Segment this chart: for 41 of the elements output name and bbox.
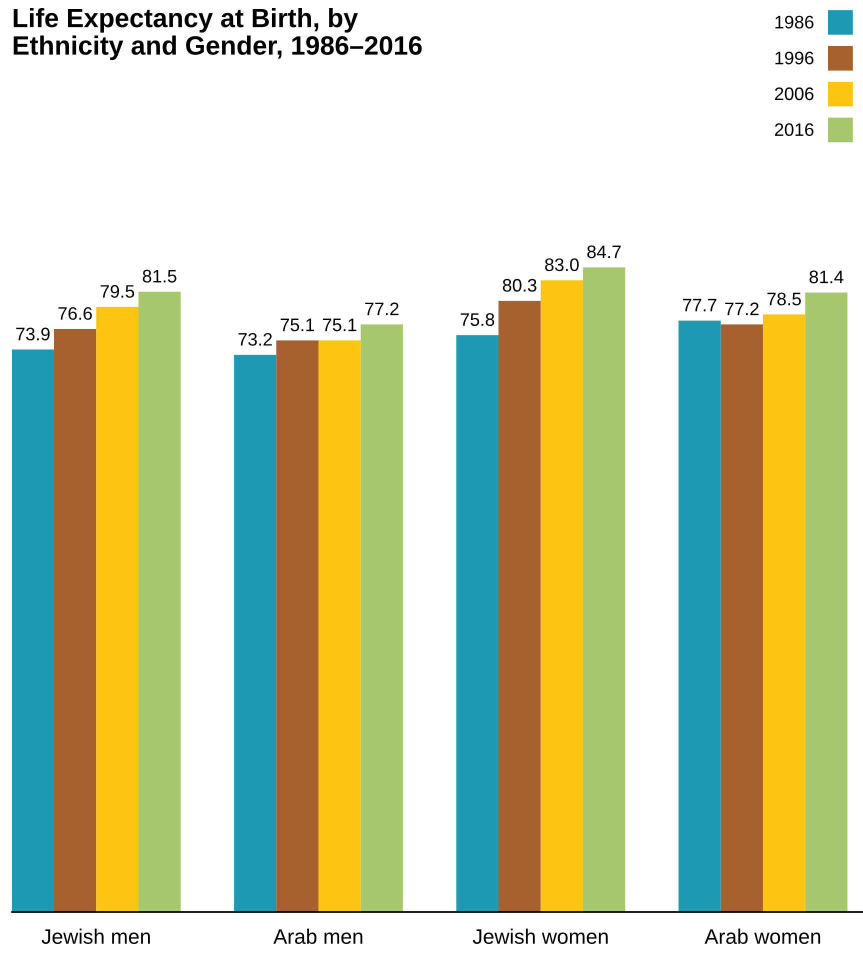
bar (498, 300, 541, 912)
data-label: 77.2 (725, 302, 759, 316)
data-label: 77.2 (365, 302, 398, 316)
x-tick-label: Jewish men (42, 928, 150, 944)
bar (96, 306, 138, 912)
bar (318, 340, 361, 912)
bar (276, 340, 318, 912)
data-label: 76.6 (58, 307, 92, 320)
data-label: 73.9 (16, 328, 50, 340)
data-label: 80.3 (502, 278, 536, 292)
bar (805, 292, 848, 912)
bar (12, 350, 54, 912)
x-tick-label: Arab men (273, 928, 362, 944)
data-label: 81.4 (810, 270, 844, 284)
bar (720, 324, 763, 912)
bar (678, 320, 721, 912)
data-label: 78.5 (767, 292, 801, 306)
bar (540, 280, 583, 912)
data-label: 75.1 (280, 318, 314, 332)
data-label: 84.7 (587, 245, 621, 258)
legend-label: 1986 (775, 16, 814, 29)
bar (456, 335, 499, 912)
legend-label: 2006 (774, 87, 814, 100)
data-label: 77.7 (683, 298, 716, 312)
data-label: 75.1 (322, 318, 356, 332)
bar (54, 328, 96, 912)
data-label: 79.5 (100, 285, 134, 298)
bar (138, 292, 181, 912)
data-label: 83.0 (545, 258, 579, 272)
data-label: 73.2 (238, 332, 272, 346)
bar (582, 267, 626, 912)
x-tick-label: Jewish women (472, 928, 608, 944)
bar (234, 354, 276, 912)
legend-label: 2016 (774, 123, 814, 136)
legend-label: 1996 (775, 52, 814, 64)
data-label: 81.5 (142, 270, 176, 283)
bar (360, 324, 403, 912)
bar (762, 314, 806, 912)
x-tick-label: Arab women (704, 928, 820, 944)
data-label: 75.8 (460, 313, 494, 326)
chart-title: Life Expectancy at Birth, by Ethnicity and Gender, 1986–2016 (14, 8, 422, 60)
